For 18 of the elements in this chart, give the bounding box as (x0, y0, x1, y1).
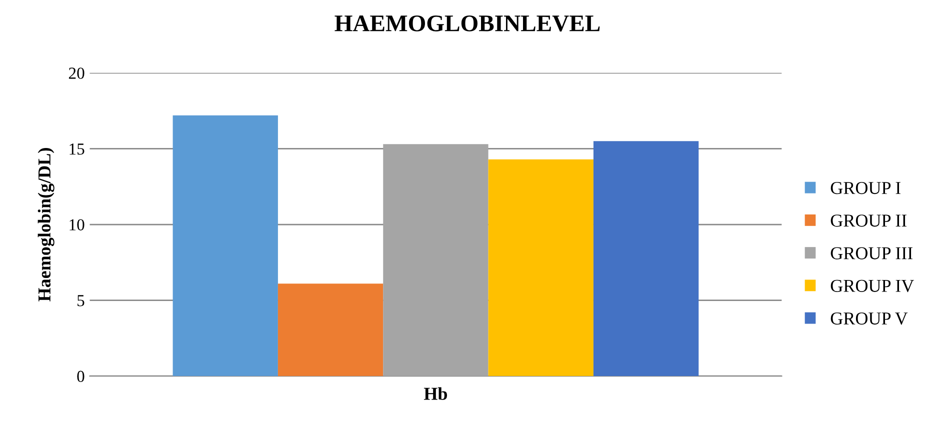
bar (593, 141, 699, 376)
legend-label: GROUP III (830, 247, 913, 260)
legend-label: GROUP II (830, 214, 907, 227)
x-tick-label: Hb (424, 387, 448, 400)
y-tick-label: 5 (78, 295, 84, 306)
y-tick-label: 10 (70, 219, 84, 230)
legend-label: GROUP IV (830, 280, 914, 292)
legend-label: GROUP V (830, 312, 908, 325)
bar (278, 284, 384, 376)
y-tick-label: 15 (70, 144, 84, 155)
y-tick-label: 0 (77, 370, 84, 382)
y-tick-label: 20 (68, 68, 84, 79)
legend-label: GROUP I (830, 182, 901, 194)
bar (488, 159, 594, 376)
bar (172, 115, 278, 376)
bar (383, 144, 488, 376)
chart-title: HAEMOGLOBINLEVEL (334, 15, 600, 32)
y-axis-title: Haemoglobin(g/DL) (38, 148, 54, 302)
